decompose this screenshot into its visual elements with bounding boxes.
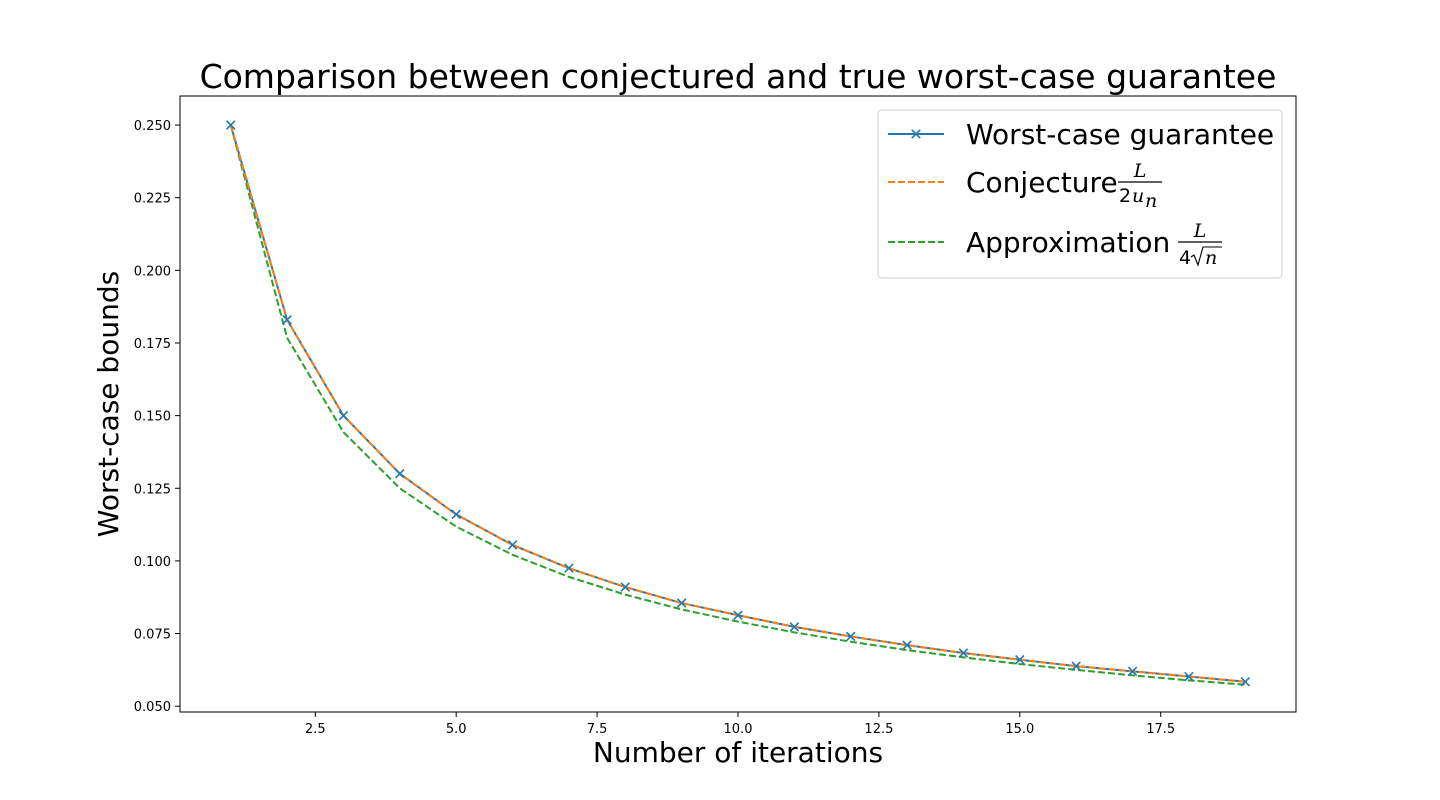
legend-fraction-numerator: L — [1193, 220, 1207, 242]
legend-fraction-numerator: L — [1133, 160, 1147, 182]
legend-fraction-coef: 4 — [1179, 247, 1191, 269]
x-tick-label: 15.0 — [1005, 722, 1034, 737]
x-tick-label: 12.5 — [864, 722, 893, 737]
y-tick-label: 0.225 — [134, 192, 171, 207]
legend-fraction-var: n — [1205, 247, 1217, 269]
x-tick-label: 17.5 — [1146, 722, 1175, 737]
sqrt-icon — [1190, 246, 1222, 267]
legend-label-0: Worst-case guarantee — [966, 118, 1274, 151]
data-point — [395, 468, 405, 479]
y-tick-label: 0.125 — [134, 482, 171, 497]
legend-fraction-var: u — [1132, 185, 1144, 207]
data-point — [620, 582, 631, 592]
data-point — [789, 622, 800, 632]
x-axis: 2.5 5.0 7.5 10.0 12.5 15.0 17.5 — [305, 712, 1175, 737]
legend-fraction-coef: 2 — [1119, 185, 1131, 207]
data-point — [507, 540, 518, 550]
data-point — [845, 631, 856, 642]
y-tick-label: 0.100 — [134, 555, 171, 570]
data-point — [676, 598, 687, 608]
y-tick-label: 0.250 — [134, 119, 171, 134]
marker-stroke — [338, 410, 349, 421]
marker-stroke — [1071, 661, 1081, 671]
y-axis: 0.050 0.075 0.100 0.125 0.150 0.175 0.200 0.225… — [134, 119, 180, 715]
x-axis-title: Number of iterations — [593, 736, 883, 769]
y-tick-label: 0.175 — [134, 337, 171, 352]
data-point — [1015, 654, 1025, 665]
data-point — [733, 610, 743, 621]
data-point — [338, 410, 349, 421]
marker-stroke — [1240, 677, 1251, 687]
legend-marker — [911, 129, 921, 139]
y-tick-label: 0.050 — [134, 700, 171, 715]
y-tick-label: 0.075 — [134, 628, 171, 643]
legend-fraction-sub: n — [1145, 190, 1157, 212]
marker-stroke — [845, 631, 856, 642]
marker-stroke — [564, 563, 574, 573]
x-tick-label: 5.0 — [446, 722, 467, 737]
legend: Worst-case guarantee Conjecture Approximat… — [877, 109, 1283, 279]
marker-stroke — [225, 120, 236, 130]
legend-box — [877, 109, 1283, 279]
x-tick-label: 7.5 — [587, 722, 608, 737]
marker-stroke — [1184, 671, 1194, 682]
marker-stroke — [395, 468, 405, 479]
marker-stroke — [1127, 666, 1138, 677]
series-layer — [225, 120, 1251, 687]
data-point — [958, 648, 969, 658]
data-point — [564, 563, 574, 573]
marker-stroke — [507, 540, 518, 550]
data-point — [1240, 677, 1251, 687]
data-point — [225, 120, 236, 130]
marker-stroke — [676, 598, 687, 608]
marker-stroke — [282, 314, 292, 325]
y-tick-label: 0.150 — [134, 410, 171, 425]
marker-stroke — [902, 640, 912, 650]
marker-stroke — [451, 509, 461, 520]
y-axis-title: Worst-case bounds — [92, 271, 125, 537]
data-point — [1184, 671, 1194, 682]
marker-stroke — [733, 610, 743, 621]
data-point — [282, 314, 292, 325]
series-line-2 — [229, 124, 1246, 686]
legend-label-1: Conjecture — [966, 166, 1118, 199]
legend-label-2: Approximation — [966, 226, 1170, 259]
data-point — [1127, 666, 1138, 677]
x-tick-label: 2.5 — [305, 722, 326, 737]
data-point — [1071, 661, 1081, 671]
data-point — [902, 640, 912, 650]
chart-title: Comparison between conjectured and true … — [200, 57, 1277, 96]
marker-stroke — [958, 648, 969, 658]
data-point — [451, 509, 461, 520]
marker-stroke — [1015, 654, 1025, 665]
x-tick-label: 10.0 — [724, 722, 753, 737]
marker-stroke — [620, 582, 631, 592]
marker-stroke — [789, 622, 800, 632]
y-tick-label: 0.200 — [134, 264, 171, 279]
